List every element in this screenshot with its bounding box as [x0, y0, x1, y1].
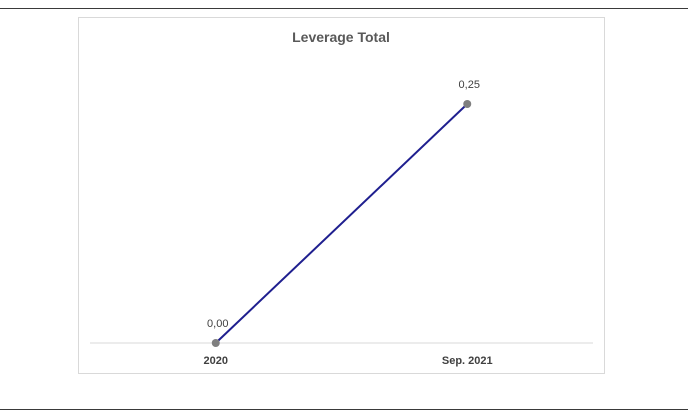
data-label: 0,25	[459, 79, 480, 91]
data-point	[211, 339, 220, 347]
data-point	[463, 100, 472, 108]
bottom-divider	[0, 409, 688, 410]
chart-title: Leverage Total	[292, 29, 390, 45]
chart-frame	[78, 17, 605, 374]
series-layer: 0,00 0,25	[207, 79, 480, 347]
x-tick-label: Sep. 2021	[442, 355, 493, 367]
top-divider	[0, 8, 688, 9]
series-line	[215, 103, 468, 344]
x-tick-label: 2020	[204, 355, 228, 367]
x-tick-layer: 2020 Sep. 2021	[204, 355, 493, 367]
data-label: 0,00	[207, 318, 228, 330]
